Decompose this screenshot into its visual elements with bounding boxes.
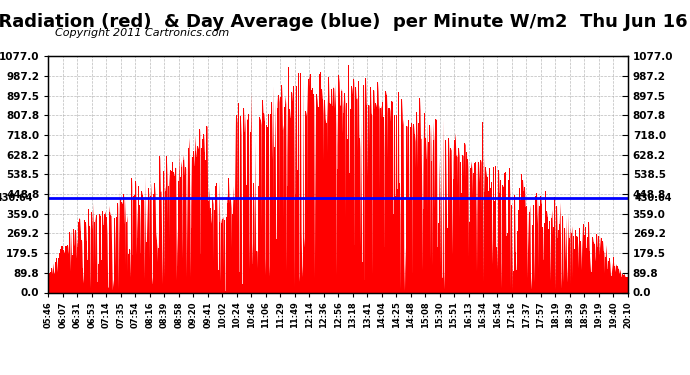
Text: Solar Radiation (red)  & Day Average (blue)  per Minute W/m2  Thu Jun 16 20:13: Solar Radiation (red) & Day Average (blu… bbox=[0, 13, 690, 31]
Text: 430.64: 430.64 bbox=[0, 193, 33, 203]
Text: 430.64: 430.64 bbox=[635, 193, 672, 203]
Text: Copyright 2011 Cartronics.com: Copyright 2011 Cartronics.com bbox=[55, 28, 230, 38]
